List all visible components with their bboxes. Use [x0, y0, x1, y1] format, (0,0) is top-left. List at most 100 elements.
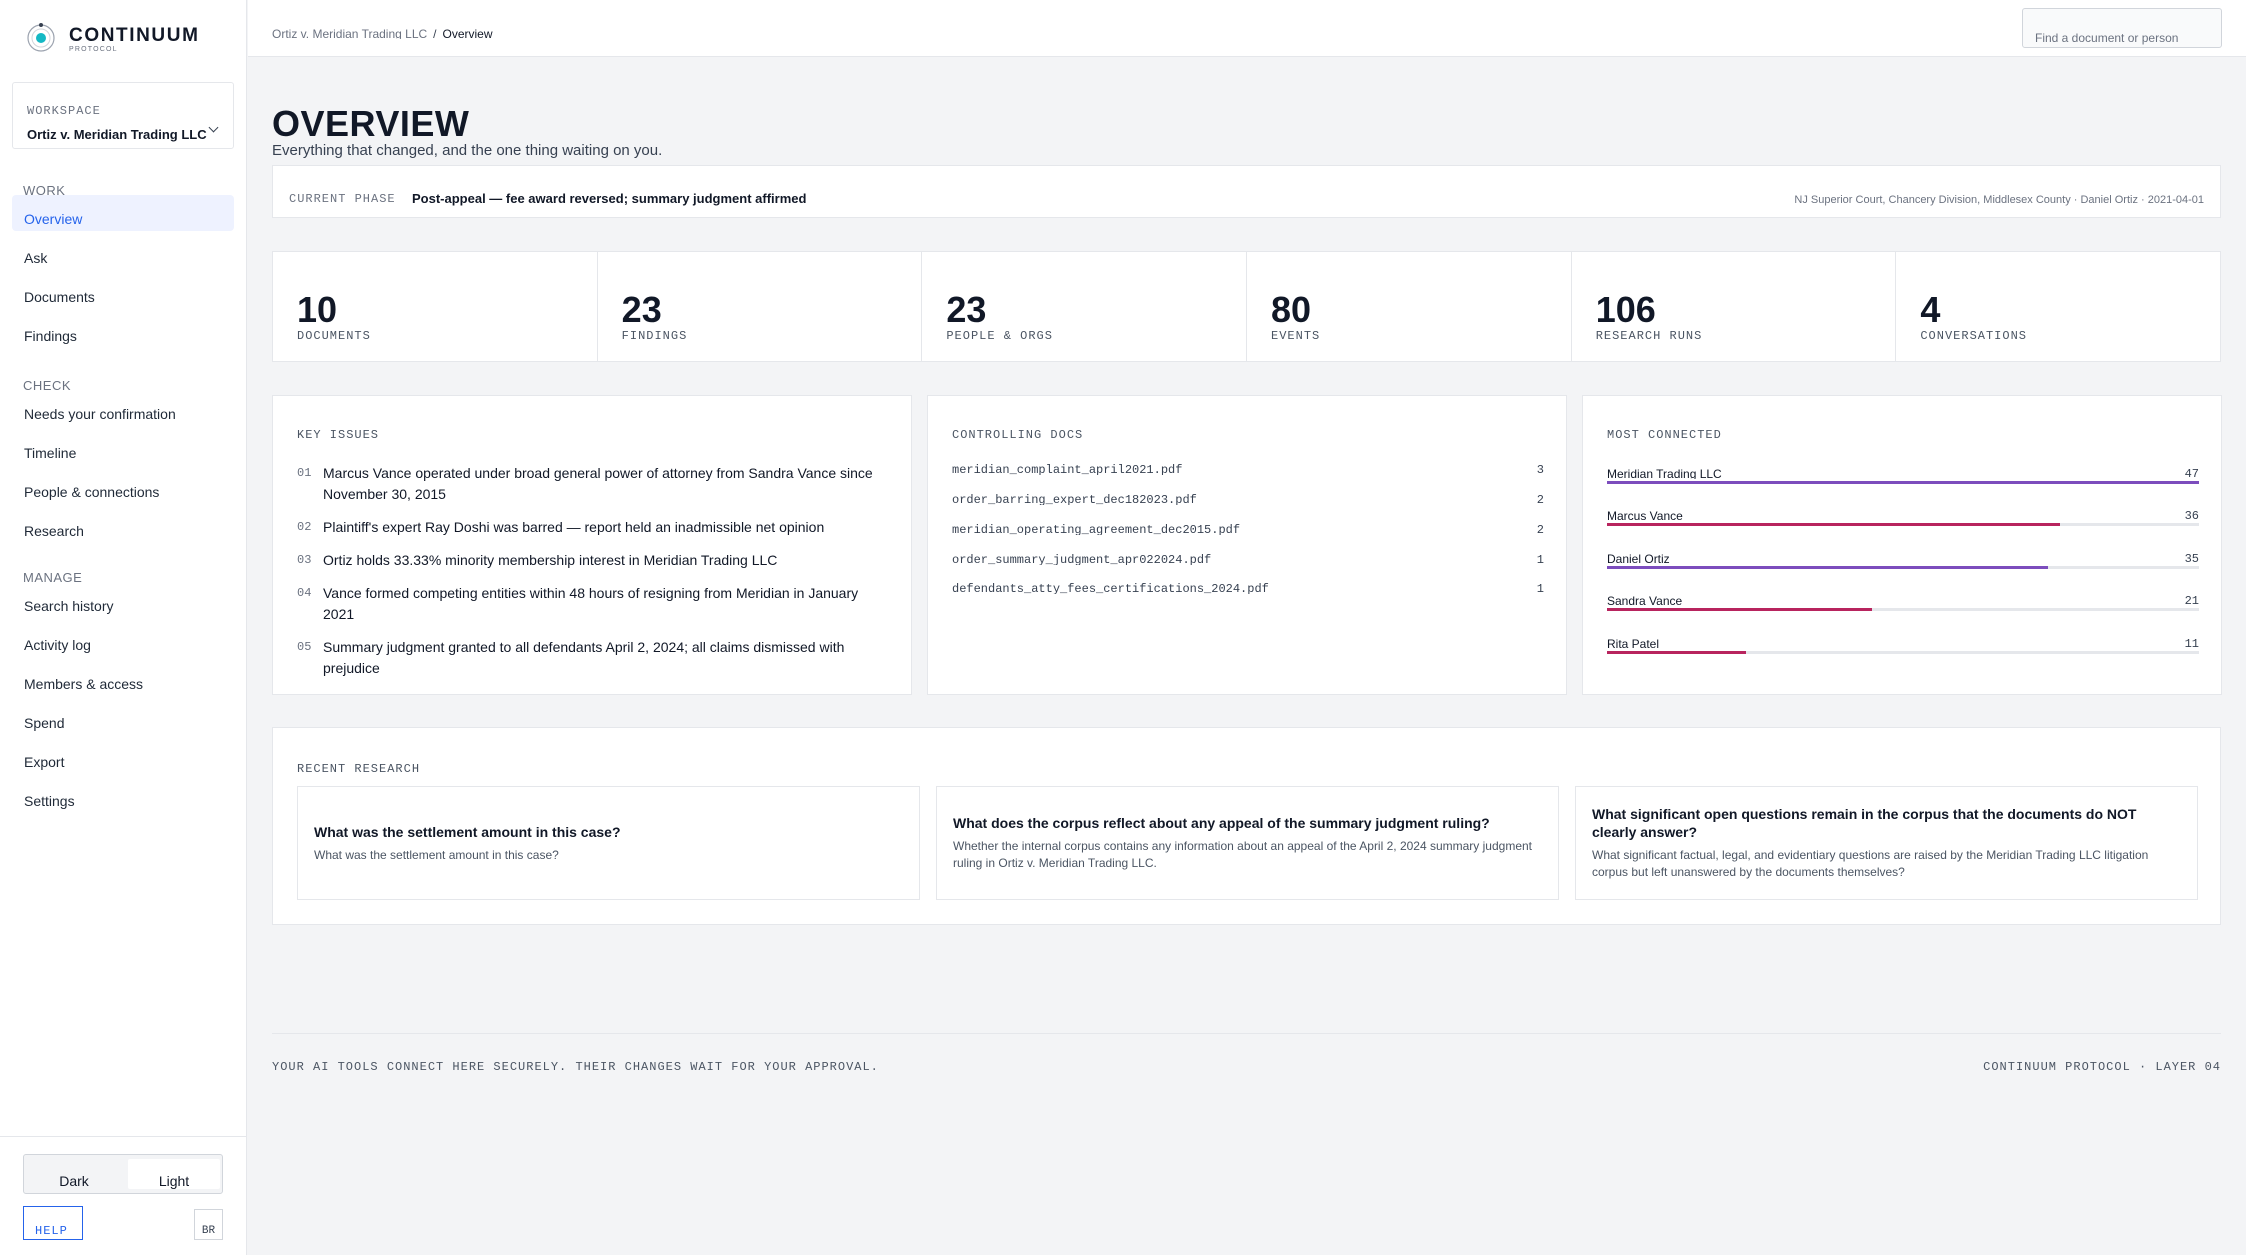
sidebar-item-label: Needs your confirmation — [24, 406, 176, 422]
list-item[interactable]: Marcus Vance 36 — [1607, 509, 2199, 539]
issue-number: 03 — [297, 553, 312, 567]
sidebar-item-export[interactable]: Export — [12, 738, 234, 774]
issue-number: 02 — [297, 520, 312, 534]
sidebar-item-label: Members & access — [24, 676, 144, 692]
stat-label: CONVERSATIONS — [1920, 329, 2027, 343]
sidebar-item-label: Findings — [24, 328, 77, 344]
sidebar-item-label: Overview — [24, 211, 83, 227]
stat-findings[interactable]: 23 FINDINGS — [598, 252, 923, 361]
sidebar-item-label: Settings — [24, 793, 75, 809]
sidebar-item-research[interactable]: Research — [12, 507, 234, 543]
sidebar-item-people-connections[interactable]: People & connections — [12, 468, 234, 504]
sidebar-item-documents[interactable]: Documents — [12, 273, 234, 309]
brand-logo[interactable]: CONTINUUM PROTOCOL — [25, 22, 200, 54]
research-card[interactable]: What was the settlement amount in this c… — [297, 786, 920, 900]
sidebar-item-members-access[interactable]: Members & access — [12, 660, 234, 696]
search-input[interactable]: Find a document or person — [2022, 8, 2222, 48]
entity-name: Sandra Vance — [1607, 594, 1683, 606]
stat-people-orgs[interactable]: 23 PEOPLE & ORGS — [922, 252, 1248, 361]
doc-name: defendants_atty_fees_certifications_2024… — [952, 582, 1269, 594]
doc-name: order_barring_expert_dec182023.pdf — [952, 493, 1197, 505]
connection-bar-track — [1607, 523, 2199, 526]
nav-section-manage: MANAGE — [23, 570, 83, 585]
doc-count: 3 — [1536, 463, 1544, 477]
list-item[interactable]: 04 Vance formed competing entities withi… — [297, 583, 889, 625]
research-card[interactable]: What significant open questions remain i… — [1575, 786, 2198, 900]
sidebar-item-label: Spend — [24, 715, 65, 731]
list-item[interactable]: meridian_complaint_april2021.pdf 3 — [952, 463, 1544, 493]
workspace-label: WORKSPACE — [27, 104, 101, 118]
brand-name: CONTINUUM — [69, 25, 200, 46]
sidebar-item-timeline[interactable]: Timeline — [12, 429, 234, 465]
sidebar-item-settings[interactable]: Settings — [12, 777, 234, 813]
stat-value: 10 — [297, 289, 338, 330]
list-item[interactable]: order_barring_expert_dec182023.pdf 2 — [952, 493, 1544, 523]
stat-value: 80 — [1271, 289, 1312, 330]
doc-name: order_summary_judgment_apr022024.pdf — [952, 553, 1212, 565]
list-item[interactable]: Daniel Ortiz 35 — [1607, 552, 2199, 582]
entity-name: Marcus Vance — [1607, 509, 1683, 521]
sidebar: CONTINUUM PROTOCOL WORKSPACE Ortiz v. Me… — [0, 0, 247, 1255]
br-button[interactable]: BR — [194, 1209, 223, 1240]
issue-text: Marcus Vance operated under broad genera… — [323, 465, 873, 502]
connection-bar-track — [1607, 651, 2199, 654]
entity-name: Daniel Ortiz — [1607, 552, 1670, 564]
chevron-down-icon — [208, 122, 219, 133]
connection-bar — [1607, 566, 2048, 569]
list-item[interactable]: 05 Summary judgment granted to all defen… — [297, 637, 889, 679]
page-title: OVERVIEW — [272, 103, 470, 144]
phase-meta: NJ Superior Court, Chancery Division, Mi… — [1794, 194, 2204, 206]
list-item[interactable]: order_summary_judgment_apr022024.pdf 1 — [952, 553, 1544, 583]
stat-research-runs[interactable]: 106 RESEARCH RUNS — [1572, 252, 1897, 361]
theme-light-option[interactable]: Light — [128, 1159, 220, 1189]
stat-events[interactable]: 80 EVENTS — [1247, 252, 1572, 361]
doc-count: 2 — [1536, 523, 1544, 537]
list-item[interactable]: 03 Ortiz holds 33.33% minority membershi… — [297, 550, 889, 571]
connection-bar — [1607, 523, 2061, 526]
card-title: CONTROLLING DOCS — [952, 428, 1084, 442]
research-question: What was the settlement amount in this c… — [314, 823, 621, 840]
sidebar-item-findings[interactable]: Findings — [12, 312, 234, 348]
sidebar-item-search-history[interactable]: Search history — [12, 582, 234, 618]
sidebar-item-spend[interactable]: Spend — [12, 699, 234, 735]
list-item[interactable]: 01 Marcus Vance operated under broad gen… — [297, 463, 889, 505]
help-button[interactable]: HELP — [23, 1206, 83, 1240]
key-issues-card: KEY ISSUES 01 Marcus Vance operated unde… — [272, 395, 912, 695]
phase-value: Post-appeal — fee award reversed; summar… — [412, 191, 807, 206]
doc-name: meridian_complaint_april2021.pdf — [952, 463, 1183, 475]
list-item[interactable]: meridian_operating_agreement_dec2015.pdf… — [952, 523, 1544, 553]
research-detail: What significant factual, legal, and evi… — [1592, 848, 2149, 879]
list-item[interactable]: 02 Plaintiff's expert Ray Doshi was barr… — [297, 517, 889, 538]
research-card[interactable]: What does the corpus reflect about any a… — [936, 786, 1559, 900]
entity-count: 47 — [2184, 467, 2199, 481]
stat-label: DOCUMENTS — [297, 329, 371, 343]
entity-name: Meridian Trading LLC — [1607, 467, 1722, 479]
sidebar-item-needs-confirmation[interactable]: Needs your confirmation — [12, 390, 234, 426]
workspace-name: Ortiz v. Meridian Trading LLC — [27, 127, 207, 142]
page-subtitle: Everything that changed, and the one thi… — [272, 142, 663, 159]
list-item[interactable]: Meridian Trading LLC 47 — [1607, 467, 2199, 497]
connection-bar — [1607, 481, 2199, 484]
sidebar-item-activity-log[interactable]: Activity log — [12, 621, 234, 657]
workspace-selector[interactable]: WORKSPACE Ortiz v. Meridian Trading LLC — [12, 82, 234, 149]
sidebar-item-label: Research — [24, 523, 84, 539]
issue-text: Summary judgment granted to all defendan… — [323, 639, 845, 676]
breadcrumb: Ortiz v. Meridian Trading LLC / Overview — [272, 28, 493, 39]
sidebar-item-label: People & connections — [24, 484, 160, 500]
list-item[interactable]: Rita Patel 11 — [1607, 637, 2199, 667]
stat-documents[interactable]: 10 DOCUMENTS — [273, 252, 598, 361]
issue-text: Vance formed competing entities within 4… — [323, 585, 859, 622]
list-item[interactable]: defendants_atty_fees_certifications_2024… — [952, 582, 1544, 612]
doc-count: 1 — [1536, 582, 1544, 596]
sidebar-item-label: Timeline — [24, 445, 77, 461]
issue-number: 01 — [297, 466, 312, 480]
card-title: MOST CONNECTED — [1607, 428, 1722, 442]
theme-toggle[interactable]: Dark Light — [23, 1154, 223, 1194]
theme-dark-option[interactable]: Dark — [59, 1173, 89, 1189]
stat-conversations[interactable]: 4 CONVERSATIONS — [1896, 252, 2220, 361]
list-item[interactable]: Sandra Vance 21 — [1607, 594, 2199, 624]
entity-count: 21 — [2184, 594, 2199, 608]
sidebar-item-overview[interactable]: Overview — [12, 195, 234, 231]
sidebar-item-ask[interactable]: Ask — [12, 234, 234, 270]
breadcrumb-parent[interactable]: Ortiz v. Meridian Trading LLC — [272, 28, 428, 39]
